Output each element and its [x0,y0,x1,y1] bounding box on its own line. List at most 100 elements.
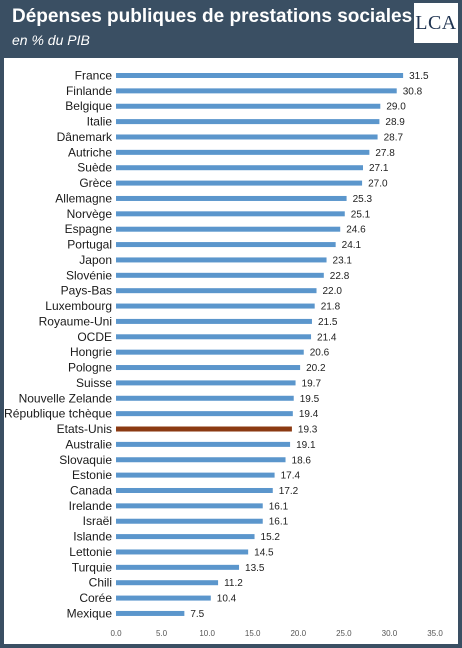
category-label: Corée [79,591,112,605]
bar-chart: France 31.5 Finlande 30.8 Belgique 29.0 Italie… [4,69,443,639]
bar [116,549,249,555]
data-label: 21.8 [321,302,341,313]
category-label: Lettonie [69,545,112,559]
data-label: 28.9 [385,117,405,128]
x-tick-label: 10.0 [199,629,215,638]
data-label: 29.0 [386,102,406,113]
data-label: 19.7 [302,378,322,389]
category-label: Finlande [66,84,112,98]
bar [116,165,363,171]
category-label: Chili [89,576,112,590]
data-label: 17.2 [279,486,299,497]
x-tick-label: 35.0 [427,629,443,638]
category-label: Italie [87,115,113,129]
data-label: 20.2 [306,363,326,374]
category-label: OCDE [77,330,112,344]
data-label: 19.1 [296,440,316,451]
data-label: 22.8 [330,271,350,282]
data-label: 19.5 [300,394,320,405]
data-label: 25.1 [351,209,371,220]
bar [116,395,294,401]
x-tick-label: 25.0 [336,629,352,638]
header: Dépenses publiques de prestations social… [0,0,462,56]
bar [116,580,219,586]
bar [116,303,315,309]
bar-highlight [116,426,292,432]
category-label: Portugal [67,238,112,252]
category-label: Espagne [65,222,113,236]
chart-panel: France 31.5 Finlande 30.8 Belgique 29.0 Italie… [4,58,458,644]
chart-subtitle: en % du PIB [12,32,90,48]
bar [116,149,370,155]
category-label: France [75,69,113,83]
bar [116,534,255,540]
data-label: 19.4 [299,409,319,420]
bar [116,257,327,263]
category-label: Mexique [67,606,113,620]
logo-text: LCA [415,11,457,34]
bar [116,88,397,94]
bar [116,226,341,232]
x-tick-label: 0.0 [110,629,122,638]
data-label: 7.5 [190,609,204,620]
data-label: 14.5 [254,547,274,558]
category-label: Irelande [69,499,113,513]
data-label: 17.4 [281,471,301,482]
category-label: Australie [65,437,112,451]
x-tick-label: 30.0 [382,629,398,638]
bar [116,318,312,324]
data-label: 11.2 [224,578,243,589]
data-label: 15.2 [261,532,281,543]
category-label: Autriche [68,145,112,159]
bar [116,472,275,478]
data-label: 22.0 [323,286,343,297]
category-label: Allemagne [55,191,112,205]
data-label: 30.8 [403,86,423,97]
category-label: Japon [79,253,112,267]
bar [116,595,211,601]
data-label: 24.1 [342,240,362,251]
category-label: Turquie [72,560,113,574]
bar [116,411,293,417]
bar [116,134,378,140]
category-label: République tchèque [4,407,112,421]
data-label: 16.1 [269,517,289,528]
category-label: Israël [83,514,112,528]
x-tick-label: 15.0 [245,629,261,638]
category-label: Royaume-Uni [39,314,112,328]
data-label: 25.3 [353,194,373,205]
category-label: Slovaquie [59,453,112,467]
bar [116,349,304,355]
bar [116,334,312,340]
bar [116,457,286,463]
data-label: 21.4 [317,332,337,343]
bar [116,195,347,201]
category-label: Pologne [68,361,112,375]
x-tick-label: 5.0 [156,629,168,638]
category-label: Canada [70,483,112,497]
category-label: Luxembourg [45,299,112,313]
bar [116,518,263,524]
chart-title: Dépenses publiques de prestations social… [12,6,413,27]
bar [116,610,185,616]
bar [116,380,296,386]
data-label: 16.1 [269,501,289,512]
category-label: Dânemark [57,130,113,144]
bar [116,564,240,570]
category-label: Slovénie [66,268,112,282]
data-label: 24.6 [346,225,366,236]
data-label: 27.8 [375,148,395,159]
bar [116,503,263,509]
data-label: 23.1 [333,255,353,266]
x-tick-label: 20.0 [290,629,306,638]
bar [116,119,380,125]
bar [116,441,291,447]
data-label: 21.5 [318,317,338,328]
data-label: 31.5 [409,71,429,82]
data-label: 10.4 [217,594,237,605]
bar [116,272,324,278]
bar [116,487,273,493]
data-label: 20.6 [310,348,330,359]
category-label: Etats-Unis [57,422,112,436]
